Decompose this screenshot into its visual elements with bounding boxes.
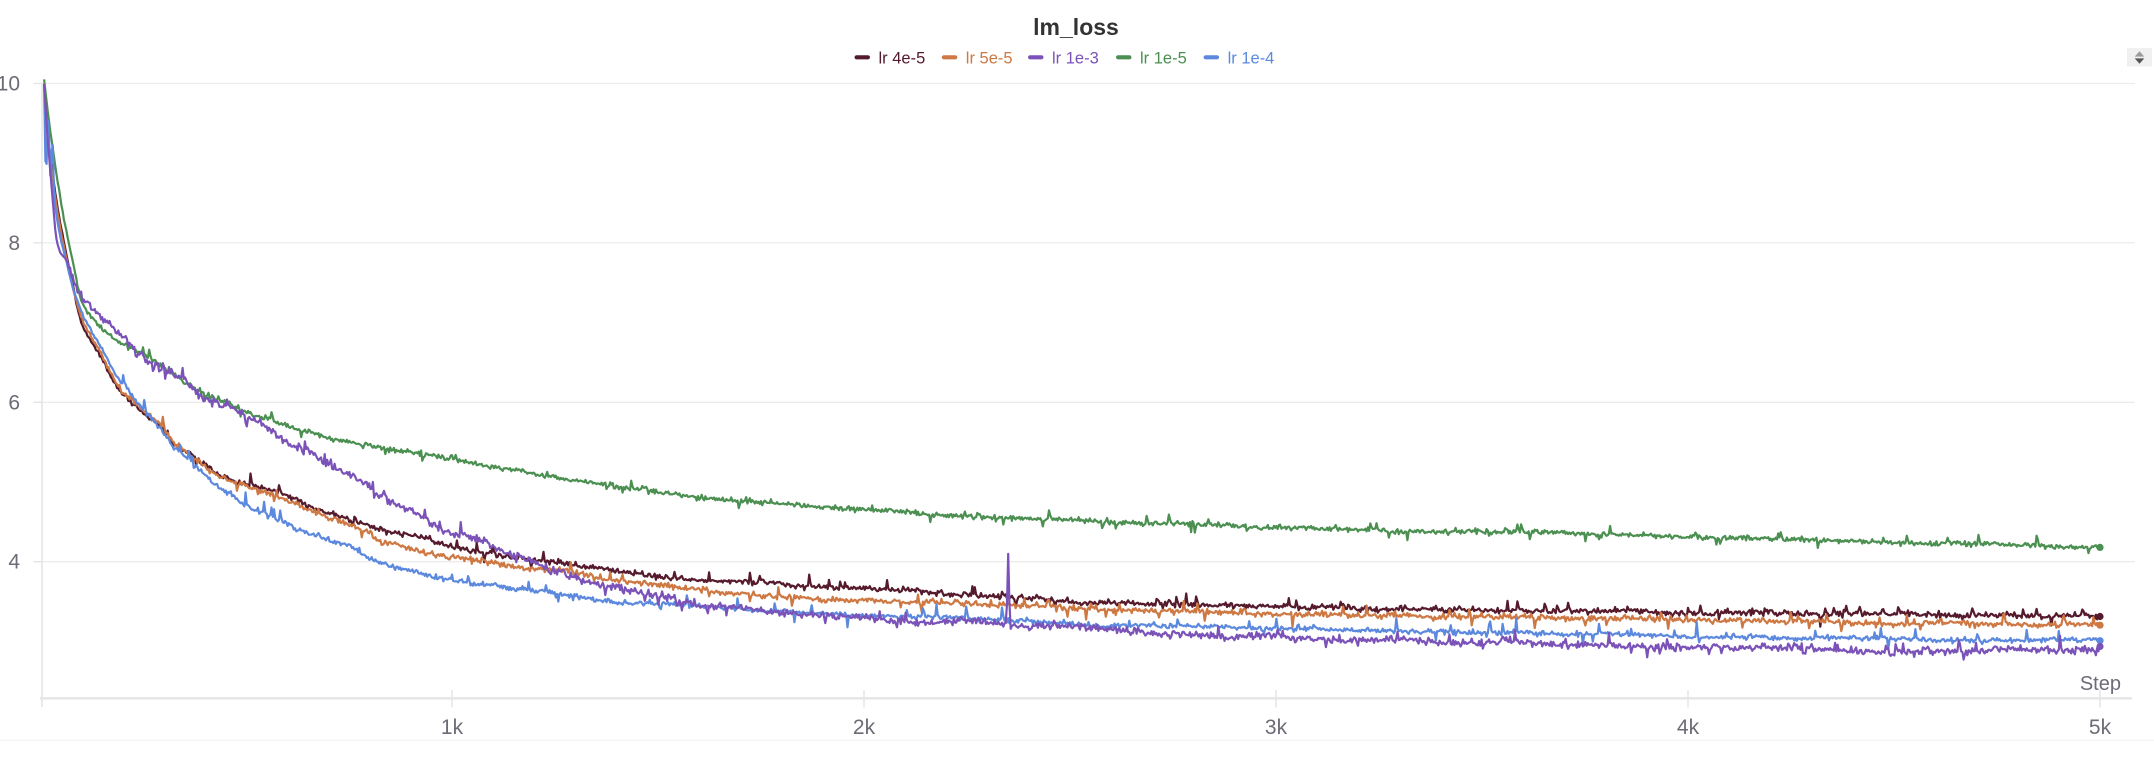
svg-text:lr 1e-3: lr 1e-3: [1052, 50, 1099, 68]
svg-text:6: 6: [8, 391, 20, 414]
svg-text:10: 10: [0, 73, 20, 96]
svg-text:2k: 2k: [853, 716, 876, 739]
svg-text:4: 4: [8, 551, 20, 574]
svg-text:Step: Step: [2080, 673, 2121, 695]
svg-text:lr 4e-5: lr 4e-5: [879, 50, 926, 68]
svg-text:5k: 5k: [2089, 716, 2112, 739]
svg-text:4k: 4k: [1677, 716, 1700, 739]
svg-text:lr 1e-5: lr 1e-5: [1140, 50, 1187, 68]
svg-text:lr 5e-5: lr 5e-5: [966, 50, 1013, 68]
svg-text:1k: 1k: [441, 716, 464, 739]
svg-text:lr 1e-4: lr 1e-4: [1228, 50, 1275, 68]
svg-text:lm_loss: lm_loss: [1033, 14, 1119, 40]
svg-text:3k: 3k: [1265, 716, 1288, 739]
svg-text:8: 8: [8, 232, 20, 255]
